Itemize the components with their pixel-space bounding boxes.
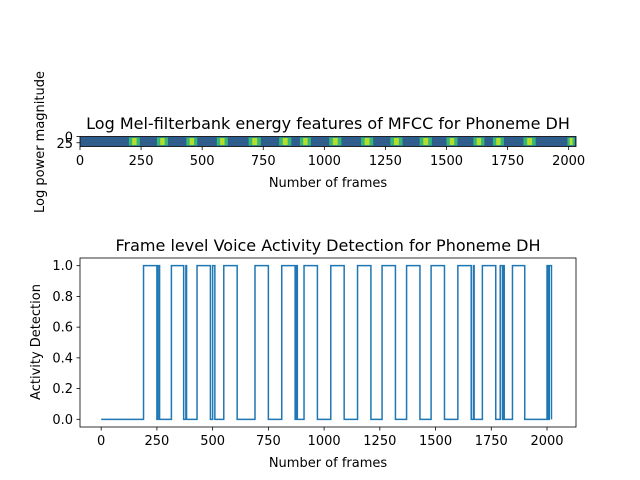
heatmap-band-core-13 <box>496 138 501 145</box>
vad-title: Frame level Voice Activity Detection for… <box>116 236 541 255</box>
heatmap-xtick-label-2: 500 <box>190 154 215 169</box>
heatmap-image <box>80 136 576 147</box>
heatmap-xlabel: Number of frames <box>269 176 388 191</box>
vad-xtick-label-0: 0 <box>97 434 105 449</box>
vad-xtick-label-1: 250 <box>144 434 169 449</box>
heatmap-xtick-label-0: 0 <box>76 154 84 169</box>
heatmap-xtick-label-8: 2000 <box>552 154 585 169</box>
vad-xtick-label-8: 2000 <box>530 434 563 449</box>
heatmap-xtick-label-5: 1250 <box>369 154 402 169</box>
heatmap-bright-bands <box>128 137 575 146</box>
heatmap-band-core-7 <box>332 138 338 145</box>
vad-ytick-label-1: 0.2 <box>52 382 73 397</box>
vad-ytick-label-2: 0.4 <box>52 351 73 366</box>
vad-xtick-label-6: 1500 <box>419 434 452 449</box>
vad-xtick-label-4: 1000 <box>308 434 341 449</box>
heatmap-xtick-label-1: 250 <box>129 154 154 169</box>
vad-xlabel: Number of frames <box>269 456 388 471</box>
heatmap-band-core-12 <box>476 138 482 145</box>
heatmap-band-core-15 <box>569 138 573 145</box>
heatmap-band-core-11 <box>449 138 455 145</box>
vad-xtick-label-5: 1250 <box>363 434 396 449</box>
heatmap-band-core-0 <box>132 138 137 145</box>
vad-ylabel: Activity Detection <box>29 284 44 400</box>
heatmap-panel: Log Mel-filterbank energy features of MF… <box>33 71 585 213</box>
heatmap-xtick-label-6: 1500 <box>430 154 463 169</box>
vad-xtick-label-7: 1750 <box>475 434 508 449</box>
heatmap-xticks: 0 250 500 750 1000 1250 1500 1750 2000 <box>76 146 585 169</box>
vad-xtick-label-3: 750 <box>256 434 281 449</box>
vad-yticks: 0.0 0.2 0.4 0.6 0.8 1.0 <box>52 259 80 428</box>
vad-series-line <box>101 264 553 421</box>
heatmap-band-core-5 <box>282 138 288 145</box>
vad-ytick-label-4: 0.8 <box>52 290 73 305</box>
vad-panel: Frame level Voice Activity Detection for… <box>29 236 577 471</box>
vad-xtick-label-2: 500 <box>200 434 225 449</box>
heatmap-xtick-label-7: 1750 <box>491 154 524 169</box>
vad-xticks: 0 250 500 750 1000 1250 1500 1750 2000 <box>97 427 564 449</box>
heatmap-title: Log Mel-filterbank energy features of MF… <box>86 114 570 133</box>
vad-ytick-label-3: 0.6 <box>52 321 73 336</box>
heatmap-ytick-label-0: 0 <box>65 131 73 146</box>
heatmap-band-core-4 <box>252 138 258 145</box>
heatmap-band-core-14 <box>527 138 533 145</box>
heatmap-band-core-6 <box>303 138 308 145</box>
heatmap-frame <box>79 136 577 147</box>
heatmap-band-core-8 <box>364 138 370 145</box>
heatmap-ytick-label-1: 25 <box>56 137 73 152</box>
heatmap-band-core-9 <box>393 138 399 145</box>
heatmap-ylabel: Log power magnitude <box>33 71 48 213</box>
heatmap-yticks: 025 <box>56 131 80 152</box>
vad-ytick-label-0: 0.0 <box>52 413 73 428</box>
vad-ytick-label-5: 1.0 <box>52 259 73 274</box>
heatmap-band-core-2 <box>189 138 194 145</box>
heatmap-xtick-label-3: 750 <box>251 154 276 169</box>
heatmap-band-core-3 <box>220 138 225 145</box>
vad-frame <box>79 257 577 428</box>
heatmap-band-core-10 <box>423 138 429 145</box>
heatmap-xtick-label-4: 1000 <box>308 154 341 169</box>
heatmap-band-core-1 <box>160 138 165 145</box>
